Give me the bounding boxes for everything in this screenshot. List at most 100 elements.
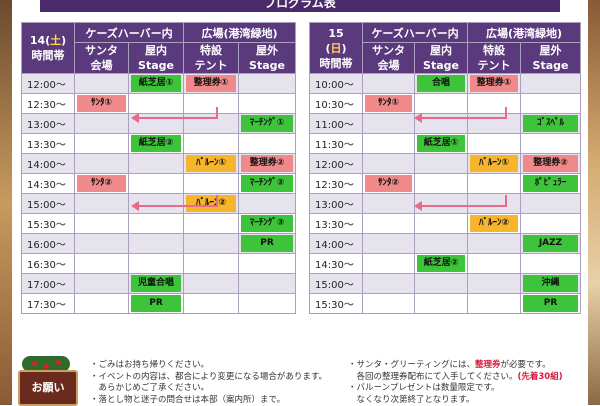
time-row: 15:00～沖縄 xyxy=(310,274,581,294)
schedule-cell: PR xyxy=(521,294,581,314)
schedule-cell xyxy=(184,254,239,274)
time-slot: 13:30～ xyxy=(310,214,363,234)
schedule-cell: ﾏｰﾁﾝｸﾞ① xyxy=(239,114,296,134)
program-badge: 整理券① xyxy=(470,75,518,92)
schedule-cell xyxy=(415,194,468,214)
right-decoration xyxy=(588,0,600,405)
time-slot: 13:30～ xyxy=(22,134,75,154)
program-badge: PR xyxy=(131,295,181,312)
note-line: ・サンタ・グリーティングには、整理券が必要です。 xyxy=(348,360,563,372)
column-header-special-tent: 特設テント xyxy=(184,43,239,74)
schedule-cell xyxy=(184,214,239,234)
time-slot: 16:30～ xyxy=(22,254,75,274)
schedule-cell xyxy=(75,294,129,314)
schedule-cell: 整理券① xyxy=(184,74,239,94)
schedule-cell: ｻﾝﾀ② xyxy=(363,174,415,194)
column-header-santa-venue: サンタ会場 xyxy=(75,43,129,74)
schedule-cell xyxy=(184,174,239,194)
schedule-cell xyxy=(184,94,239,114)
group-header-plaza: 広場(港湾緑地) xyxy=(468,23,581,43)
time-slot: 14:00～ xyxy=(22,154,75,174)
program-badge: ﾎﾟﾋﾟｭﾗｰ xyxy=(523,175,578,192)
time-row: 15:00～ ﾊﾞﾙｰﾝ② xyxy=(22,194,296,214)
schedule-cell xyxy=(363,194,415,214)
schedule-cell: ｻﾝﾀ① xyxy=(75,94,129,114)
note-line: なくなり次第終了となります。 xyxy=(348,395,563,406)
title-bar: プログラム表 xyxy=(40,0,560,12)
schedule-cell xyxy=(75,214,129,234)
program-badge: 紙芝居② xyxy=(131,135,181,152)
schedule-cell: 紙芝居① xyxy=(415,134,468,154)
schedule-cell xyxy=(239,194,296,214)
day-paren-close: ) xyxy=(342,42,347,55)
column-header-santa-venue: サンタ会場 xyxy=(363,43,415,74)
time-slot: 15:00～ xyxy=(22,194,75,214)
column-header-line: 特設 xyxy=(483,44,505,57)
program-badge: ﾊﾞﾙｰﾝ① xyxy=(470,155,518,172)
program-badge: ｻﾝﾀ② xyxy=(77,175,126,192)
schedule-cell xyxy=(363,294,415,314)
group-header-cases: ケーズハーバー内 xyxy=(75,23,184,43)
schedule-cell: PR xyxy=(239,234,296,254)
column-header-line: 屋内 xyxy=(145,44,167,57)
schedule-cell xyxy=(363,74,415,94)
schedule-cell: JAZZ xyxy=(521,234,581,254)
time-row: 16:00～ PR xyxy=(22,234,296,254)
schedule-cell xyxy=(129,254,184,274)
day-number: 15 xyxy=(328,27,343,40)
schedule-cell: 沖縄 xyxy=(521,274,581,294)
time-row: 15:30～ PR xyxy=(310,294,581,314)
column-header-line: テント xyxy=(195,59,228,72)
time-slot: 11:30～ xyxy=(310,134,363,154)
schedule-cell xyxy=(415,214,468,234)
schedule-cell xyxy=(415,274,468,294)
schedule-cell xyxy=(75,134,129,154)
program-badge: ﾊﾞﾙｰﾝ② xyxy=(186,195,236,212)
column-header-outdoor-stage: 屋外 Stage xyxy=(521,43,581,74)
schedule-cell xyxy=(415,94,468,114)
time-slot: 10:30～ xyxy=(310,94,363,114)
notes-label: お願い xyxy=(18,370,78,406)
schedule-cell xyxy=(75,274,129,294)
schedule-cell xyxy=(521,194,581,214)
schedule-cell: ｻﾝﾀ② xyxy=(75,174,129,194)
schedule-cell xyxy=(468,134,521,154)
schedule-cell xyxy=(239,94,296,114)
schedule-cell xyxy=(363,234,415,254)
note-warning: (先着30組) xyxy=(518,372,563,382)
time-slot: 15:30～ xyxy=(310,294,363,314)
program-badge: 合唱 xyxy=(417,75,465,92)
schedule-cell xyxy=(363,134,415,154)
column-header-line: 屋外 xyxy=(540,44,562,57)
time-slot-label: 時間帯 xyxy=(320,57,353,70)
day-weekday: 土 xyxy=(50,34,61,47)
program-badge: PR xyxy=(523,295,578,312)
time-row: 14:30～紙芝居② xyxy=(310,254,581,274)
schedule-cell: ｺﾞｽﾍﾟﾙ xyxy=(521,114,581,134)
time-row: 13:00～ xyxy=(310,194,581,214)
column-header-line: Stage xyxy=(138,59,174,72)
schedule-cell xyxy=(468,234,521,254)
note-line: ・バルーンプレゼントは数量限定です。 xyxy=(348,383,563,395)
notes-right: ・サンタ・グリーティングには、整理券が必要です。 各回の整理券配布にて入手してく… xyxy=(348,360,563,406)
note-line: 各回の整理券配布にて入手してください。(先着30組) xyxy=(348,372,563,384)
schedule-cell xyxy=(129,94,184,114)
program-badge: 児童合唱 xyxy=(131,275,181,292)
time-slot: 16:00～ xyxy=(22,234,75,254)
program-badge: ｻﾝﾀ② xyxy=(365,175,412,192)
day-paren-close: ) xyxy=(61,34,66,47)
program-badge: ﾊﾞﾙｰﾝ① xyxy=(186,155,236,172)
program-badge: ﾊﾞﾙｰﾝ② xyxy=(470,215,518,232)
schedule-cell: ﾊﾞﾙｰﾝ② xyxy=(184,194,239,214)
program-badge: 整理券① xyxy=(186,75,236,92)
time-row: 13:30～ 紙芝居② xyxy=(22,134,296,154)
schedule-cell xyxy=(75,114,129,134)
column-header-line: Stage xyxy=(533,59,569,72)
schedule-cell xyxy=(363,254,415,274)
schedule-cell xyxy=(239,274,296,294)
